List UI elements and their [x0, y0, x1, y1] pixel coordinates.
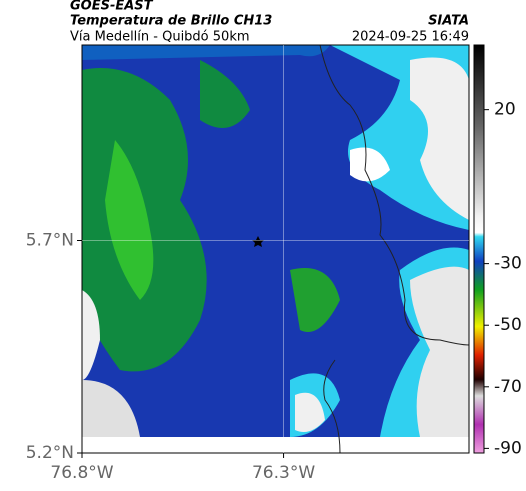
- map-frame: [81, 44, 470, 454]
- lat-tick-label: 5.2°N: [26, 443, 74, 463]
- border-line: [323, 359, 341, 454]
- datetime: 2024-09-25 16:49: [352, 30, 469, 45]
- colorbar-tick-label: -70: [494, 377, 522, 397]
- subtitle: Temperatura de Brillo CH13: [70, 14, 272, 29]
- colorbar-tick-label: -90: [494, 438, 522, 458]
- colorbar-tick-label: -30: [494, 254, 522, 274]
- source: SIATA: [428, 14, 469, 29]
- colorbar: [473, 44, 485, 454]
- colorbar-tick-label: -50: [494, 315, 522, 335]
- location-marker: [252, 236, 264, 247]
- colorbar-tick-label: 20: [494, 100, 516, 120]
- title: GOES-EAST: [70, 0, 154, 14]
- lat-tick-label: 5.7°N: [26, 231, 74, 251]
- lon-tick-label: 76.3°W: [252, 463, 315, 483]
- border-line: [319, 44, 470, 346]
- lon-tick-label: 76.8°W: [50, 463, 113, 483]
- route: Vía Medellín - Quibdó 50km: [70, 30, 250, 45]
- satellite-field: [82, 45, 469, 437]
